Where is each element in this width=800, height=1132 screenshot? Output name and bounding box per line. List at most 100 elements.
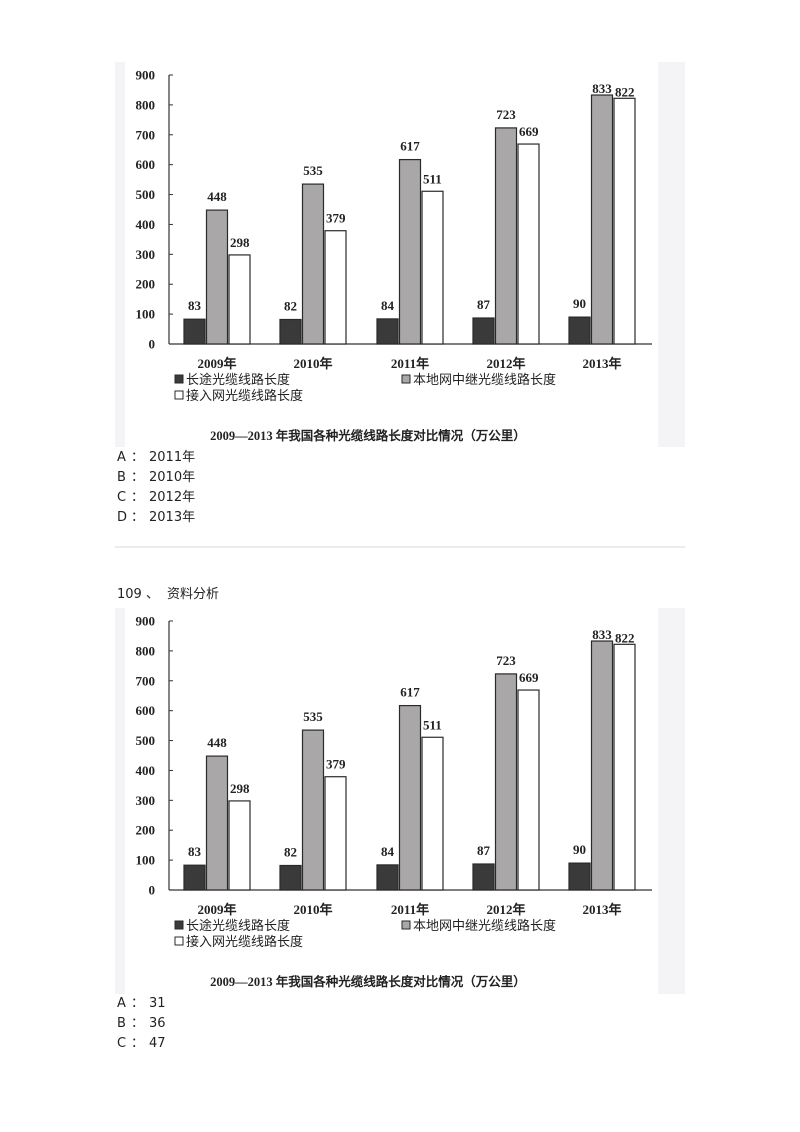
bar — [421, 190, 444, 345]
option-d[interactable]: D： 2013年 — [117, 510, 196, 525]
y-tick-label: 600 — [136, 703, 156, 718]
bar — [421, 736, 444, 891]
legend-label: 本地网中继光缆线路长度 — [413, 918, 556, 933]
bar — [279, 318, 302, 345]
data-label: 535 — [303, 163, 323, 178]
bar — [517, 143, 540, 345]
bar — [398, 704, 422, 891]
y-tick-label: 700 — [136, 127, 156, 142]
legend-swatch — [401, 374, 411, 384]
data-label: 90 — [573, 296, 586, 311]
option-a[interactable]: A： 2011年 — [117, 450, 196, 465]
option-b[interactable]: B： 2010年 — [117, 470, 196, 485]
legend-label: 长途光缆线路长度 — [186, 918, 290, 933]
x-tick-label: 2010年 — [293, 356, 332, 371]
legend-swatch — [174, 936, 184, 946]
legend-swatch — [174, 374, 184, 384]
bar — [228, 254, 251, 345]
y-tick-label: 800 — [136, 97, 156, 112]
y-tick-label: 400 — [136, 763, 156, 778]
data-label: 723 — [496, 653, 516, 668]
y-tick-label: 500 — [136, 733, 156, 748]
bar — [398, 158, 422, 345]
chart-title: 2009—2013 年我国各种光缆线路长度对比情况（万公里） — [210, 974, 526, 989]
y-tick-label: 0 — [149, 337, 156, 352]
legend-label: 本地网中继光缆线路长度 — [413, 372, 556, 387]
y-tick-label: 800 — [136, 643, 156, 658]
chart-title: 2009—2013 年我国各种光缆线路长度对比情况（万公里） — [210, 428, 526, 443]
question-1-options: A： 2011年 B： 2010年 C： 2012年 D： 2013年 — [117, 448, 195, 528]
x-tick-label: 2010年 — [293, 902, 332, 917]
y-tick-label: 900 — [136, 614, 156, 629]
bar — [301, 183, 325, 345]
data-label: 617 — [400, 139, 420, 154]
legend-swatch — [401, 920, 411, 930]
x-tick-label: 2011年 — [391, 356, 429, 371]
data-label: 379 — [326, 757, 346, 772]
x-tick-label: 2009年 — [197, 902, 236, 917]
data-label: 723 — [496, 107, 516, 122]
bar — [568, 316, 591, 345]
option-a[interactable]: A： 31 — [117, 996, 166, 1011]
bar — [613, 643, 636, 891]
data-label: 511 — [423, 717, 442, 732]
data-label: 82 — [284, 298, 297, 313]
option-c[interactable]: C： 47 — [117, 1036, 166, 1051]
bar — [183, 864, 206, 891]
y-tick-label: 100 — [136, 853, 156, 868]
bar — [494, 127, 518, 345]
x-tick-label: 2013年 — [582, 356, 621, 371]
y-tick-label: 200 — [136, 277, 156, 292]
bar — [517, 689, 540, 891]
question-2-options: A： 31 B： 36 C： 47 — [117, 994, 166, 1054]
y-tick-label: 400 — [136, 217, 156, 232]
bar — [376, 864, 399, 891]
bar — [613, 97, 636, 345]
data-label: 83 — [188, 298, 202, 313]
y-tick-label: 300 — [136, 793, 156, 808]
data-label: 83 — [188, 844, 202, 859]
bar — [590, 94, 614, 345]
data-label: 448 — [207, 735, 227, 750]
option-b[interactable]: B： 36 — [117, 1016, 166, 1031]
x-tick-label: 2009年 — [197, 356, 236, 371]
bar — [183, 318, 206, 345]
question-number-separator: 、 — [145, 587, 159, 602]
y-tick-label: 700 — [136, 673, 156, 688]
option-c[interactable]: C： 2012年 — [117, 490, 196, 505]
data-label: 535 — [303, 709, 323, 724]
y-tick-label: 900 — [136, 68, 156, 83]
data-label: 669 — [519, 670, 539, 685]
question-category: 资料分析 — [166, 587, 219, 602]
data-label: 298 — [230, 235, 250, 250]
y-tick-label: 0 — [149, 883, 156, 898]
question-number: 109 — [117, 587, 142, 602]
x-tick-label: 2013年 — [582, 902, 621, 917]
legend-label: 长途光缆线路长度 — [186, 372, 290, 387]
chart-panel-1: 0 100 200 300 400 500 600 700 800 900 83 448 298 2009… — [115, 62, 685, 447]
legend-swatch — [174, 390, 184, 400]
data-label: 822 — [615, 84, 635, 99]
bar — [205, 755, 229, 891]
legend-swatch — [174, 920, 184, 930]
data-label: 87 — [477, 297, 491, 312]
x-tick-label: 2012年 — [486, 902, 525, 917]
data-label: 90 — [573, 842, 586, 857]
bar — [568, 862, 591, 891]
y-tick-label: 100 — [136, 307, 156, 322]
bar — [279, 864, 302, 891]
question-divider — [115, 546, 685, 548]
bar — [301, 729, 325, 891]
bar — [472, 317, 495, 345]
data-label: 87 — [477, 843, 491, 858]
x-tick-label: 2012年 — [486, 356, 525, 371]
data-label: 84 — [381, 298, 395, 313]
bar — [376, 318, 399, 345]
bar — [205, 209, 229, 345]
chart-panel-2: 0 100 200 300 400 500 600 700 800 900 83 448 298 2009… — [115, 608, 685, 994]
data-label: 298 — [230, 781, 250, 796]
bar — [228, 800, 251, 891]
data-label: 84 — [381, 844, 395, 859]
bar-chart-1: 0 100 200 300 400 500 600 700 800 900 83 448 298 2009… — [136, 68, 652, 443]
data-label: 511 — [423, 171, 442, 186]
